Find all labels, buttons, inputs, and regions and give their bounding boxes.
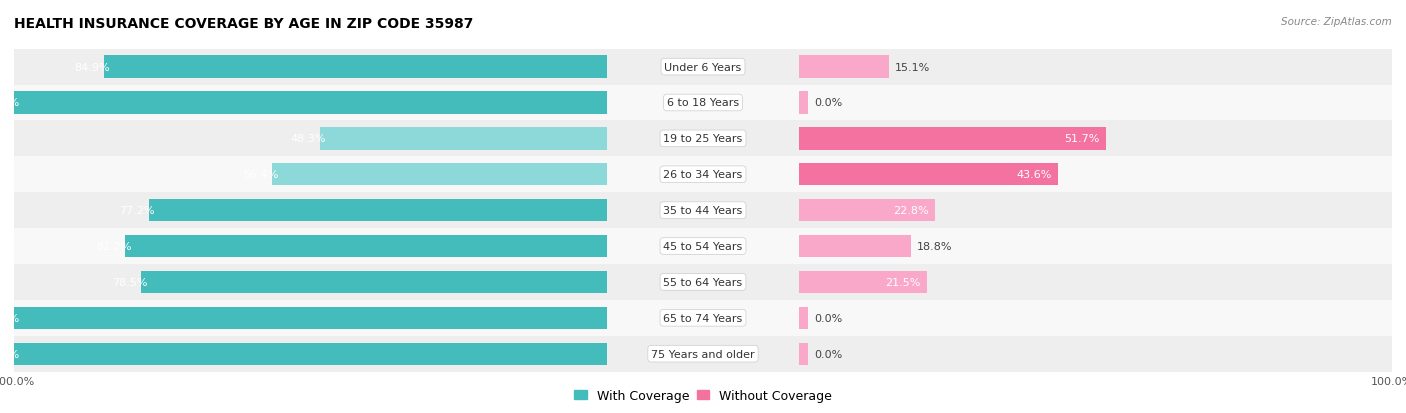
Bar — [0, 264, 1406, 300]
Bar — [800, 307, 808, 329]
Bar — [207, 300, 1392, 336]
Bar — [0, 228, 1406, 264]
Text: 51.7%: 51.7% — [1064, 134, 1099, 144]
Bar — [14, 264, 1199, 300]
Bar — [800, 92, 808, 114]
Bar — [14, 85, 1199, 121]
Bar — [207, 193, 1392, 228]
Bar — [0, 336, 1406, 372]
Text: 45 to 54 Years: 45 to 54 Years — [664, 242, 742, 252]
Text: 22.8%: 22.8% — [893, 206, 928, 216]
Text: 81.2%: 81.2% — [96, 242, 131, 252]
Bar — [14, 336, 1199, 372]
Bar — [321, 128, 606, 150]
Text: 0.0%: 0.0% — [814, 313, 842, 323]
Text: 55 to 64 Years: 55 to 64 Years — [664, 277, 742, 287]
Bar — [14, 121, 1199, 157]
Bar — [800, 271, 927, 293]
Bar — [149, 199, 606, 222]
Text: 48.3%: 48.3% — [291, 134, 326, 144]
Bar — [0, 85, 1406, 121]
Bar — [142, 271, 606, 293]
Text: 19 to 25 Years: 19 to 25 Years — [664, 134, 742, 144]
Text: 77.2%: 77.2% — [120, 206, 155, 216]
Text: 21.5%: 21.5% — [886, 277, 921, 287]
Bar — [14, 157, 1199, 193]
Bar — [800, 235, 911, 258]
Text: 100.0%: 100.0% — [0, 98, 20, 108]
Text: 0.0%: 0.0% — [814, 349, 842, 359]
Bar — [207, 85, 1392, 121]
Bar — [14, 343, 606, 365]
Text: 65 to 74 Years: 65 to 74 Years — [664, 313, 742, 323]
Bar — [800, 164, 1057, 186]
Bar — [800, 56, 889, 78]
Text: 56.4%: 56.4% — [243, 170, 278, 180]
Text: HEALTH INSURANCE COVERAGE BY AGE IN ZIP CODE 35987: HEALTH INSURANCE COVERAGE BY AGE IN ZIP … — [14, 17, 474, 31]
Bar — [14, 92, 606, 114]
Bar — [207, 121, 1392, 157]
Bar — [207, 50, 1392, 85]
Text: 100.0%: 100.0% — [0, 349, 20, 359]
Bar — [14, 193, 1199, 228]
Bar — [14, 307, 606, 329]
Bar — [104, 56, 606, 78]
Text: 100.0%: 100.0% — [0, 313, 20, 323]
Bar — [800, 199, 935, 222]
Bar — [800, 343, 808, 365]
Bar — [14, 50, 1199, 85]
Legend: With Coverage, Without Coverage: With Coverage, Without Coverage — [569, 384, 837, 407]
Bar — [207, 264, 1392, 300]
Bar — [125, 235, 606, 258]
Bar — [207, 228, 1392, 264]
Text: 18.8%: 18.8% — [917, 242, 952, 252]
Text: Under 6 Years: Under 6 Years — [665, 62, 741, 72]
Bar — [0, 300, 1406, 336]
Bar — [0, 121, 1406, 157]
Bar — [14, 300, 1199, 336]
Bar — [0, 193, 1406, 228]
Bar — [207, 336, 1392, 372]
Bar — [273, 164, 606, 186]
Text: 43.6%: 43.6% — [1017, 170, 1052, 180]
Bar — [207, 157, 1392, 193]
Text: 84.9%: 84.9% — [75, 62, 110, 72]
Text: 0.0%: 0.0% — [814, 98, 842, 108]
Bar — [0, 50, 1406, 85]
Text: 75 Years and older: 75 Years and older — [651, 349, 755, 359]
Bar — [800, 128, 1105, 150]
Text: 78.5%: 78.5% — [112, 277, 148, 287]
Text: 6 to 18 Years: 6 to 18 Years — [666, 98, 740, 108]
Text: 35 to 44 Years: 35 to 44 Years — [664, 206, 742, 216]
Text: 26 to 34 Years: 26 to 34 Years — [664, 170, 742, 180]
Bar — [0, 157, 1406, 193]
Text: Source: ZipAtlas.com: Source: ZipAtlas.com — [1281, 17, 1392, 26]
Bar — [14, 228, 1199, 264]
Text: 15.1%: 15.1% — [894, 62, 931, 72]
